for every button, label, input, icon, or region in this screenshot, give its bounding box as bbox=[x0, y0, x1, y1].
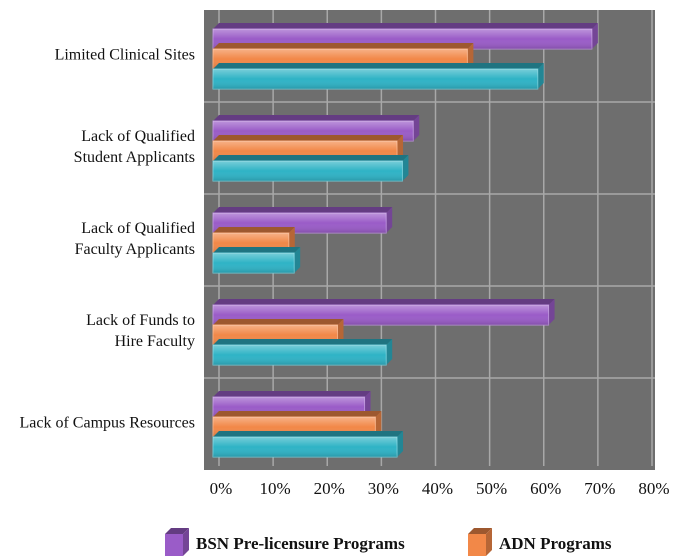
bar-gloss bbox=[213, 345, 387, 365]
bar-gloss bbox=[213, 437, 398, 457]
x-tick-label: 10% bbox=[260, 479, 291, 498]
bar-top bbox=[213, 319, 344, 325]
bar-side bbox=[402, 155, 409, 181]
x-tick-label: 40% bbox=[422, 479, 453, 498]
x-tick-label: 20% bbox=[314, 479, 345, 498]
bar-top bbox=[213, 339, 393, 345]
bar-side bbox=[386, 339, 393, 365]
legend-swatch-side bbox=[183, 528, 189, 556]
bar-side bbox=[537, 63, 544, 89]
bar-top bbox=[213, 411, 382, 417]
x-tick-label: 0% bbox=[210, 479, 233, 498]
bar-top bbox=[213, 227, 295, 233]
bar bbox=[212, 63, 544, 90]
bar-side bbox=[548, 299, 555, 325]
bar-top bbox=[213, 63, 544, 69]
bar-side bbox=[386, 207, 393, 233]
legend-swatch-side bbox=[486, 528, 492, 556]
bar-side bbox=[337, 319, 344, 345]
bar-top bbox=[213, 207, 393, 213]
bar-top bbox=[213, 43, 474, 49]
category-label: Lack of Qualified Student Applicants bbox=[73, 128, 195, 166]
bar-gloss bbox=[213, 161, 403, 181]
bar-top bbox=[213, 23, 598, 29]
bar bbox=[212, 339, 393, 366]
bar-gloss bbox=[213, 69, 538, 89]
category-label: Lack of Campus Resources bbox=[19, 414, 195, 432]
x-tick-label: 80% bbox=[638, 479, 669, 498]
category-label: Lack of Funds to Hire Faculty bbox=[86, 312, 195, 350]
legend-swatch-top bbox=[165, 528, 189, 534]
legend-label: ADN Programs bbox=[499, 534, 612, 553]
x-tick-label: 50% bbox=[476, 479, 507, 498]
bar-gloss bbox=[213, 253, 295, 273]
bar bbox=[212, 431, 404, 458]
bar-top bbox=[213, 135, 404, 141]
bar-top bbox=[213, 299, 555, 305]
bar-side bbox=[294, 247, 301, 273]
bar-side bbox=[397, 135, 404, 161]
bar-side bbox=[467, 43, 474, 69]
legend-swatch-top bbox=[468, 528, 492, 534]
bar bbox=[212, 247, 301, 274]
category-label: Lack of Qualified Faculty Applicants bbox=[74, 220, 195, 258]
bar-top bbox=[213, 247, 301, 253]
bar-side bbox=[375, 411, 382, 437]
legend-swatch bbox=[165, 534, 183, 556]
bar-top bbox=[213, 431, 404, 437]
x-tick-label: 30% bbox=[368, 479, 399, 498]
bar-top bbox=[213, 115, 420, 121]
bar-side bbox=[288, 227, 295, 253]
x-tick-label: 70% bbox=[584, 479, 615, 498]
legend-swatch bbox=[468, 534, 486, 556]
bar-top bbox=[213, 391, 371, 397]
category-label: Limited Clinical Sites bbox=[54, 46, 195, 64]
x-tick-label: 60% bbox=[530, 479, 561, 498]
bar bbox=[212, 155, 409, 182]
bar-side bbox=[413, 115, 420, 141]
bar-side bbox=[364, 391, 371, 417]
bar-top bbox=[213, 155, 409, 161]
bar-side bbox=[591, 23, 598, 49]
legend-label: BSN Pre-licensure Programs bbox=[196, 534, 405, 553]
bar-side bbox=[397, 431, 404, 457]
